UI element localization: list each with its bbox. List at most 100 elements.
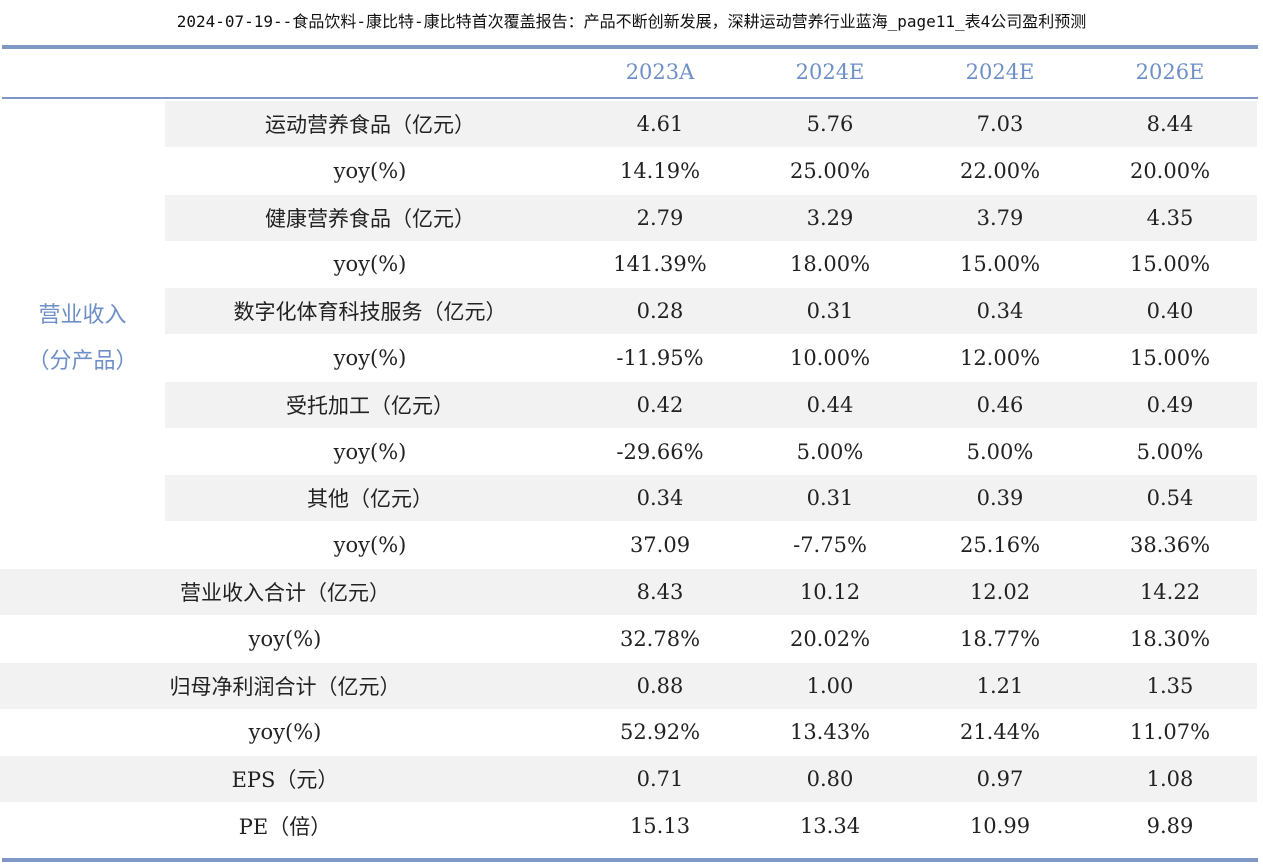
value-cell: 38.36%: [1129, 533, 1211, 558]
value-cell: 0.42: [636, 392, 684, 417]
value-cell: 13.43%: [789, 720, 871, 745]
value-cell: 0.31: [806, 486, 854, 511]
value-cell: 0.71: [636, 767, 684, 792]
value-cell: 5.00%: [796, 439, 864, 464]
value-cell: 0.88: [636, 673, 684, 698]
row-label: 营业收入合计（亿元）: [180, 581, 390, 605]
sub-product-row: yoy(%) 141.39% 18.00% 15.00% 15.00%: [165, 241, 1257, 287]
value-cell: 5.76: [806, 112, 854, 136]
value-cell: 8.43: [636, 580, 684, 604]
value-cell: 25.00%: [789, 158, 871, 183]
value-cell: 1.08: [1146, 767, 1194, 792]
value-cell: 7.03: [976, 112, 1024, 136]
value-cell: 15.00%: [1129, 346, 1211, 370]
table-header-row: 2023A 2024E 2024E 2026E: [0, 50, 1263, 96]
value-cell: 1.00: [806, 673, 854, 698]
summary-row: 归母净利润合计（亿元） 0.88 1.00 1.21 1.35: [0, 662, 1257, 709]
value-cell: 13.34: [799, 814, 861, 838]
row-label: 其他（亿元）: [307, 487, 433, 512]
value-cell: 21.44%: [959, 720, 1041, 745]
sub-product-row: 运动营养食品（亿元） 4.61 5.76 7.03 8.44: [165, 101, 1257, 147]
row-label: yoy(%): [333, 533, 407, 558]
value-cell: 0.39: [976, 486, 1024, 511]
column-header-2024e: 2024E: [795, 60, 865, 84]
value-cell: 10.00%: [789, 346, 871, 370]
group-label-line2: （分产品）: [27, 348, 138, 374]
sub-product-row: 数字化体育科技服务（亿元） 0.28 0.31 0.34 0.40: [165, 288, 1257, 335]
sub-product-row: 受托加工（亿元） 0.42 0.44 0.46 0.49: [165, 381, 1257, 428]
value-cell: 14.22: [1139, 580, 1201, 604]
value-cell: 11.07%: [1129, 720, 1211, 745]
value-cell: 22.00%: [959, 158, 1041, 183]
sub-product-row: yoy(%) -29.66% 5.00% 5.00% 5.00%: [165, 429, 1257, 475]
row-label: yoy(%): [333, 158, 407, 183]
value-cell: 141.39%: [613, 252, 707, 277]
value-cell: -7.75%: [793, 533, 867, 558]
value-cell: 10.99: [969, 814, 1031, 838]
table-bottom-rule: [2, 858, 1258, 862]
table-top-rule: [2, 45, 1258, 49]
value-cell: 0.97: [976, 767, 1024, 792]
value-cell: 3.29: [806, 205, 854, 230]
value-cell: 5.00%: [966, 439, 1034, 464]
column-header-2026e: 2026E: [1135, 60, 1205, 84]
value-cell: 9.89: [1146, 814, 1194, 838]
value-cell: 15.00%: [959, 252, 1041, 277]
summary-row: yoy(%) 52.92% 13.43% 21.44% 11.07%: [0, 709, 1257, 755]
value-cell: 0.46: [976, 392, 1024, 417]
group-label-line1: 营业收入: [38, 302, 127, 328]
value-cell: 37.09: [629, 533, 691, 558]
value-cell: 52.92%: [619, 720, 701, 745]
row-label: EPS（元）: [231, 768, 339, 793]
value-cell: 5.00%: [1136, 439, 1204, 464]
summary-row: yoy(%) 32.78% 20.02% 18.77% 18.30%: [0, 616, 1257, 662]
value-cell: 4.61: [636, 112, 684, 136]
value-cell: 18.00%: [789, 252, 871, 277]
table-header-rule: [2, 97, 1258, 99]
revenue-by-product-group-label: 营业收入 （分产品）: [0, 101, 165, 576]
row-label: 归母净利润合计（亿元）: [169, 674, 401, 699]
value-cell: 25.16%: [959, 533, 1041, 558]
row-label: yoy(%): [333, 346, 407, 370]
row-label: 受托加工（亿元）: [286, 393, 454, 418]
sub-product-row: 其他（亿元） 0.34 0.31 0.39 0.54: [165, 475, 1257, 522]
value-cell: 0.28: [636, 299, 684, 324]
column-header-2024e-second: 2024E: [965, 60, 1035, 84]
value-cell: 20.02%: [789, 626, 871, 651]
row-label: yoy(%): [333, 439, 407, 464]
value-cell: 20.00%: [1129, 158, 1211, 183]
value-cell: 0.44: [806, 392, 854, 417]
value-cell: 15.13: [629, 814, 691, 838]
value-cell: 0.34: [636, 486, 684, 511]
value-cell: 0.54: [1146, 486, 1194, 511]
summary-row: EPS（元） 0.71 0.80 0.97 1.08: [0, 756, 1257, 803]
value-cell: 15.00%: [1129, 252, 1211, 277]
value-cell: 14.19%: [619, 158, 701, 183]
sub-product-row: yoy(%) -11.95% 10.00% 12.00% 15.00%: [165, 335, 1257, 381]
value-cell: 12.02: [969, 580, 1031, 604]
row-label: 数字化体育科技服务（亿元）: [233, 300, 507, 325]
row-label: yoy(%): [248, 626, 322, 651]
summary-row: 营业收入合计（亿元） 8.43 10.12 12.02 14.22: [0, 569, 1257, 615]
summary-row: PE（倍） 15.13 13.34 10.99 9.89: [0, 803, 1257, 849]
value-cell: 8.44: [1146, 112, 1194, 136]
sub-product-row: 健康营养食品（亿元） 2.79 3.29 3.79 4.35: [165, 194, 1257, 241]
value-cell: -11.95%: [616, 346, 704, 370]
value-cell: 0.49: [1146, 392, 1194, 417]
value-cell: 0.31: [806, 299, 854, 324]
value-cell: 0.40: [1146, 299, 1194, 324]
page-title: 2024-07-19--食品饮料-康比特-康比特首次覆盖报告：产品不断创新发展，…: [176, 12, 1087, 31]
row-label: 运动营养食品（亿元）: [265, 113, 475, 137]
value-cell: 32.78%: [619, 626, 701, 651]
value-cell: -29.66%: [616, 439, 704, 464]
value-cell: 4.35: [1146, 205, 1194, 230]
value-cell: 10.12: [799, 580, 861, 604]
column-header-2023a: 2023A: [625, 60, 695, 84]
row-label: 健康营养食品（亿元）: [265, 206, 475, 231]
row-label: PE（倍）: [238, 815, 332, 839]
sub-product-row: yoy(%) 37.09 -7.75% 25.16% 38.36%: [165, 522, 1257, 568]
value-cell: 12.00%: [959, 346, 1041, 370]
sub-product-row: yoy(%) 14.19% 25.00% 22.00% 20.00%: [165, 148, 1257, 194]
value-cell: 1.35: [1146, 673, 1194, 698]
value-cell: 18.30%: [1129, 626, 1211, 651]
